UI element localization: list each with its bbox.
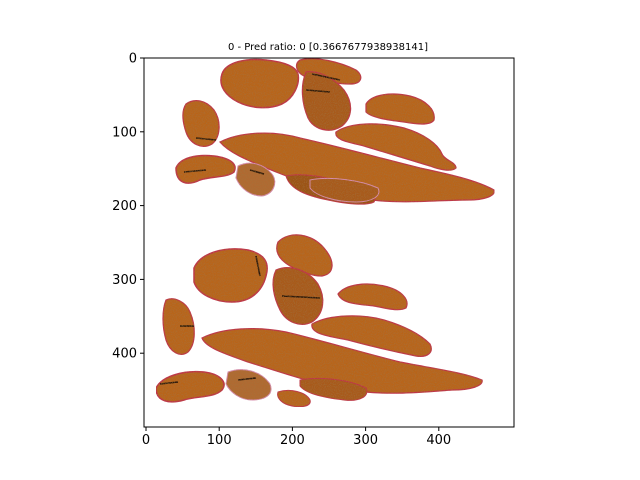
tissue-fragment [276, 234, 333, 277]
x-tick-label: 400 [426, 433, 451, 448]
x-axis: 0 100 200 300 400 [142, 427, 451, 448]
tissue-fragment [235, 162, 276, 197]
tissue-fragment [220, 58, 300, 109]
tissue-fragment [309, 177, 380, 203]
y-tick-label: 300 [112, 273, 137, 288]
y-axis: 0 100 200 300 400 [112, 52, 144, 362]
tissue-fragment [301, 71, 352, 131]
tissue-fragment [182, 100, 220, 147]
tissue-fragment [299, 377, 368, 401]
tissue-fragment [201, 328, 483, 394]
tissue-fissures [159, 73, 341, 385]
tissue-fragment [277, 389, 311, 408]
tissue-fragment [225, 369, 272, 401]
x-tick-label: 200 [280, 433, 305, 448]
image-title: 0 - Pred ratio: 0 [0.3667677938938141] [228, 42, 428, 53]
y-tick-label: 0 [129, 52, 137, 67]
x-tick-label: 300 [353, 433, 378, 448]
y-tick-label: 100 [112, 125, 137, 140]
x-tick-label: 100 [207, 433, 232, 448]
tissue-fragment [365, 93, 435, 125]
x-tick-label: 0 [142, 433, 150, 448]
tissue-fragment [337, 283, 408, 311]
y-tick-label: 400 [112, 347, 137, 362]
tissue-fragment [193, 248, 268, 303]
tissue-fragment [162, 298, 195, 355]
tissue-fragment [272, 267, 324, 325]
y-tick-label: 200 [112, 199, 137, 214]
tissue-image [155, 58, 495, 408]
tissue-fragment [311, 315, 432, 357]
tissue-fragment [155, 370, 225, 403]
tissue-fragment [335, 123, 457, 171]
